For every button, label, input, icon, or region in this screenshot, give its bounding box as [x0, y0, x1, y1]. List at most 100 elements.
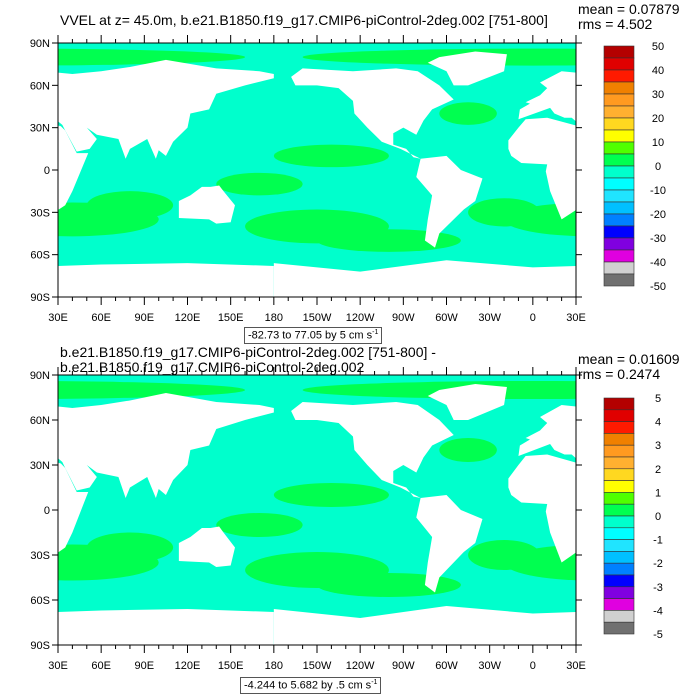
colorbar-box [603, 93, 635, 107]
colorbar-label: -3 [653, 582, 663, 594]
contour-region [468, 540, 541, 570]
mean-text: mean = 0.07879 [578, 1, 680, 17]
land-africa [58, 462, 89, 553]
lon-label: 30E [48, 312, 68, 324]
lat-label: 60S [30, 595, 50, 607]
range-sup: -1 [372, 329, 379, 336]
colorbar-label: -1 [653, 535, 663, 547]
colorbar-box [603, 81, 635, 95]
colorbar-label: 10 [652, 137, 664, 149]
colorbar-box [603, 468, 635, 481]
lat-label: 60N [30, 80, 50, 92]
lon-label: 30E [48, 660, 68, 672]
land-eurasia [58, 393, 274, 498]
colorbar-box [603, 57, 635, 71]
contour-region [468, 198, 541, 227]
colorbar-box [603, 586, 635, 599]
colorbar-box [603, 539, 635, 552]
land-eurasia [58, 59, 274, 159]
lon-label: 30E [566, 660, 586, 672]
lat-label: 90N [30, 370, 50, 382]
lon-label: 120W [346, 660, 375, 672]
lon-label: 150W [303, 312, 332, 324]
colorbar-box [603, 480, 635, 493]
colorbar-label: -20 [650, 209, 666, 221]
land-eurasia [518, 405, 576, 459]
colorbar-box [603, 621, 635, 635]
land-south-america [416, 155, 483, 248]
range-text: -4.244 to 5.682 by .5 cm s [244, 679, 372, 692]
colorbar-box [603, 105, 635, 119]
land-antarctica [58, 609, 274, 645]
colorbar-box [603, 117, 635, 131]
contour-region [86, 532, 174, 563]
colorbar-label: -50 [650, 281, 666, 293]
lon-label: 30E [566, 312, 586, 324]
land-africa [508, 117, 576, 220]
colorbar-label: 2 [655, 464, 661, 476]
colorbar-box [603, 527, 635, 540]
colorbar-box [603, 213, 635, 227]
colorbar-box [603, 421, 635, 434]
colorbar-label: -2 [653, 558, 663, 570]
colorbar-label: 50 [652, 41, 664, 53]
land-south-america [416, 495, 483, 593]
rms-text: rms = 4.502 [578, 16, 653, 32]
colorbar-label: 0 [655, 511, 661, 523]
lon-label: 90W [392, 312, 415, 324]
land-africa [58, 125, 89, 210]
lat-label: 90N [30, 38, 50, 50]
contour-region [439, 102, 497, 125]
colorbar-box [603, 45, 635, 59]
colorbar-label: 0 [655, 161, 661, 173]
lat-label: 0 [44, 165, 50, 177]
contour-region [317, 229, 461, 252]
lon-label: 60E [91, 312, 111, 324]
contour-range-box: -4.244 to 5.682 by .5 cm s-1 [240, 677, 382, 694]
contour-region [273, 483, 389, 507]
lon-label: 60E [91, 660, 111, 672]
lat-label: 90S [30, 292, 50, 304]
lon-label: 120W [346, 312, 375, 324]
lon-label: 90W [392, 660, 415, 672]
lat-label: 30N [30, 123, 50, 135]
land-greenland [427, 51, 507, 86]
colorbar-1: 5 4 3 2 1 0 -1 -2 -3 -4 -5 [603, 393, 663, 641]
land-greenland [427, 384, 507, 420]
lon-label: 150E [218, 660, 244, 672]
colorbar-box [603, 409, 635, 422]
colorbar-box [603, 69, 635, 83]
mean-text: mean = 0.01609 [578, 351, 680, 367]
colorbar-box [603, 189, 635, 203]
lon-label: 30W [478, 660, 501, 672]
colorbar-box [603, 515, 635, 529]
colorbar-box [603, 225, 635, 239]
lon-label: 30W [478, 312, 501, 324]
colorbar-box [603, 153, 635, 167]
colorbar-label: -40 [650, 257, 666, 269]
colorbar-label: -30 [650, 233, 666, 245]
range-text: -82.73 to 77.05 by 5 cm s [248, 329, 373, 342]
lon-label: 90E [135, 312, 155, 324]
colorbar-label: 3 [655, 440, 661, 452]
lon-label: 180 [265, 660, 283, 672]
colorbar-box [603, 249, 635, 263]
colorbar-box [603, 129, 635, 143]
land-antarctica [58, 263, 274, 297]
land-antarctica [273, 606, 576, 645]
colorbar-label: 4 [655, 417, 661, 429]
contour-range-box: -82.73 to 77.05 by 5 cm s-1 [244, 327, 383, 344]
colorbar-box [603, 177, 635, 191]
colorbar-label: 30 [652, 89, 664, 101]
contour-region [58, 48, 245, 66]
lon-label: 120E [175, 312, 201, 324]
lon-label: 0 [530, 660, 536, 672]
lon-label: 180 [265, 312, 283, 324]
lat-label: 30S [30, 550, 50, 562]
lat-label: 30N [30, 460, 50, 472]
lon-label: 150E [218, 312, 244, 324]
contour-region [439, 438, 497, 462]
lon-label: 60W [435, 660, 458, 672]
colorbar-box [603, 492, 635, 505]
